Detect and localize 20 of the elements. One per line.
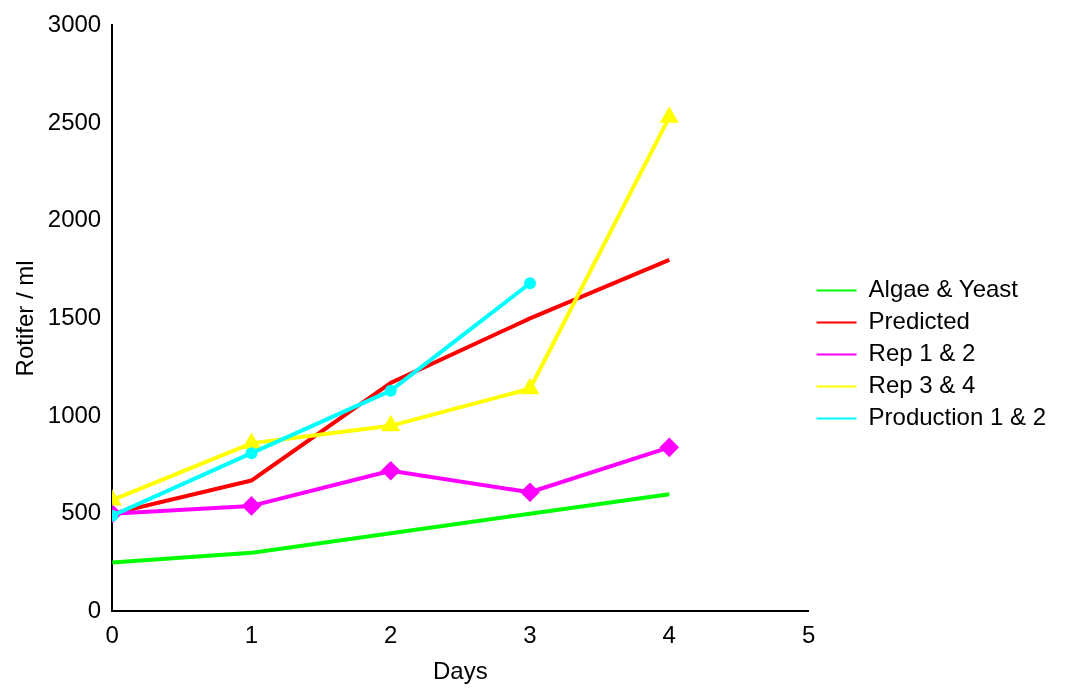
y-axis-title: Rotifer / ml [11,260,39,377]
x-axis-title: Days [433,657,488,685]
legend-label: Rep 1 & 2 [868,339,976,367]
y-tick-label: 1500 [47,303,102,331]
y-tick-label: 500 [61,498,102,526]
legend-label: Production 1 & 2 [868,403,1047,431]
legend-label: Rep 3 & 4 [868,371,976,399]
y-tick-label: 0 [87,596,102,624]
y-tick-label: 2500 [47,107,102,135]
x-tick-label: 4 [662,621,676,649]
y-tick-label: 2000 [47,205,102,233]
x-tick-label: 3 [523,621,537,649]
x-tick-label: 5 [801,621,816,649]
x-tick-label: 2 [384,621,398,649]
x-tick-label: 0 [105,621,119,649]
legend-label: Algae & Yeast [868,275,1019,303]
y-tick-label: 3000 [47,10,102,38]
y-tick-label: 1000 [47,400,102,428]
x-tick-label: 1 [244,621,259,649]
legend-label: Predicted [868,307,970,335]
